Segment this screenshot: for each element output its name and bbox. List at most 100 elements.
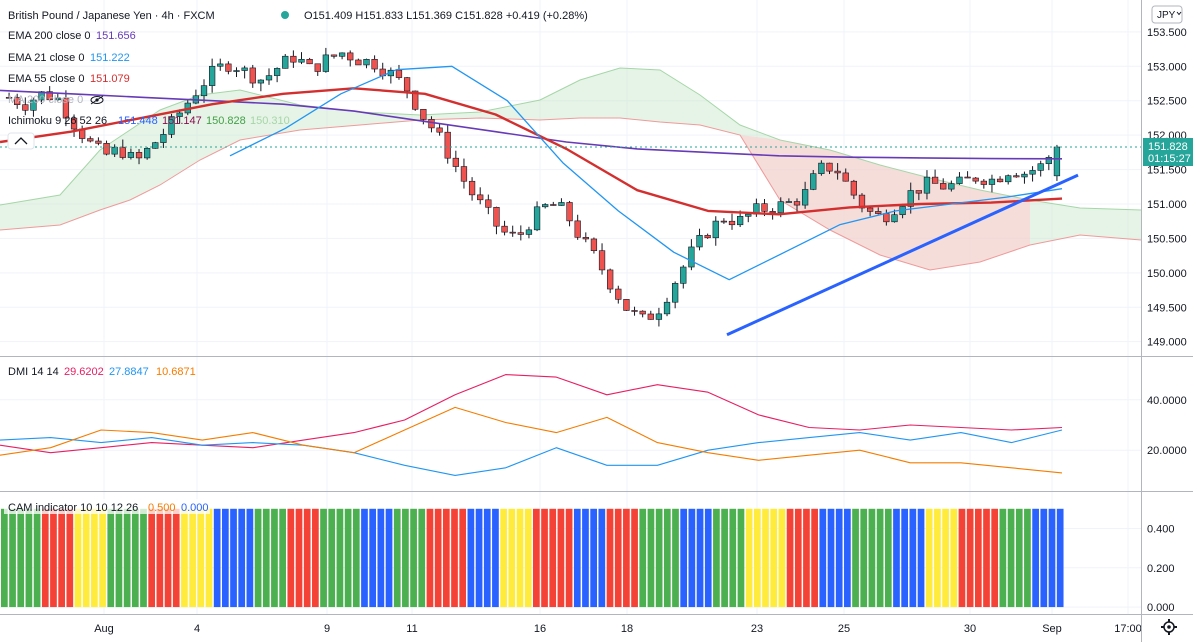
candle-body bbox=[30, 99, 37, 111]
candle-body bbox=[550, 204, 557, 206]
cam-bar bbox=[958, 508, 966, 608]
time-tick-label: 18 bbox=[621, 623, 633, 635]
candle-body bbox=[217, 63, 224, 67]
time-tick-label: 17:00 bbox=[1114, 623, 1142, 635]
candle-body bbox=[460, 166, 468, 182]
cam-bar bbox=[492, 508, 499, 608]
cam-bar bbox=[901, 508, 909, 608]
cam-bar bbox=[197, 508, 205, 608]
cam-bar bbox=[623, 508, 630, 608]
candle-body bbox=[1021, 173, 1028, 178]
candle-body bbox=[826, 162, 833, 172]
chevron-down-icon bbox=[1176, 11, 1182, 16]
cam-bar bbox=[385, 508, 393, 608]
candle-body bbox=[257, 79, 265, 84]
cam-bar bbox=[426, 508, 434, 608]
time-tick-label: 9 bbox=[324, 623, 330, 635]
dmi-tick-label: 20.0000 bbox=[1147, 445, 1187, 457]
candle-body bbox=[639, 310, 646, 315]
candle-body bbox=[371, 59, 378, 70]
ohlc-readout: O151.409 H151.833 L151.369 C151.828 +0.4… bbox=[304, 10, 588, 22]
candle-body bbox=[972, 177, 979, 182]
cam-bar bbox=[172, 508, 180, 608]
candle-body bbox=[1037, 163, 1044, 171]
cam-bar bbox=[974, 508, 982, 608]
candle-body bbox=[769, 211, 776, 214]
time-tick-label: 16 bbox=[534, 623, 546, 635]
cam-tick-label: 0.000 bbox=[1147, 602, 1175, 614]
candle-body bbox=[850, 180, 858, 196]
candle-body bbox=[62, 97, 70, 119]
candle-body bbox=[615, 288, 622, 300]
ema200-value: 151.656 bbox=[96, 30, 136, 42]
candle-body bbox=[298, 59, 305, 63]
cam-bar bbox=[91, 508, 98, 608]
candle-body bbox=[915, 190, 922, 194]
cam-bar bbox=[82, 508, 90, 608]
cam-bar bbox=[753, 508, 761, 608]
last-price-label: 151.828 01:15:27 bbox=[1143, 138, 1193, 166]
cam-bar bbox=[942, 508, 949, 608]
cam-bar bbox=[123, 508, 131, 608]
gear-icon[interactable] bbox=[1161, 619, 1177, 635]
candle-body bbox=[22, 104, 29, 111]
ema200-legend[interactable]: EMA 200 close 0 bbox=[8, 30, 91, 42]
candle-body bbox=[403, 77, 411, 92]
candle-body bbox=[785, 201, 793, 203]
cam-bar bbox=[467, 508, 475, 608]
candle-body bbox=[420, 108, 427, 120]
cam-bar bbox=[320, 508, 327, 608]
candle-body bbox=[964, 176, 971, 179]
cam-bar bbox=[361, 508, 368, 608]
ema55-legend[interactable]: EMA 55 close 0 bbox=[8, 73, 84, 85]
cam-bar bbox=[156, 508, 164, 608]
collapse-legend-button[interactable] bbox=[7, 132, 35, 150]
cam-bar bbox=[140, 508, 147, 608]
cam-bar bbox=[533, 508, 540, 608]
currency-label: JPY bbox=[1157, 10, 1176, 21]
cam-bar bbox=[713, 508, 720, 608]
cam-bar bbox=[876, 508, 884, 608]
candle-body bbox=[777, 201, 784, 214]
ema21-legend[interactable]: EMA 21 close 0 bbox=[8, 52, 84, 64]
cam-bar bbox=[459, 508, 467, 608]
candle-body bbox=[347, 52, 354, 61]
eye-hidden-icon[interactable] bbox=[90, 95, 104, 105]
cam-bar bbox=[794, 508, 802, 608]
candle-body bbox=[574, 220, 581, 238]
adx-value: 10.6871 bbox=[156, 366, 196, 378]
cam-bar bbox=[606, 508, 614, 608]
bar-countdown: 01:15:27 bbox=[1148, 153, 1191, 165]
cam-bar bbox=[991, 508, 999, 608]
dmi-legend: DMI 14 14 29.6202 27.8847 10.6871 bbox=[8, 366, 196, 378]
dmi-label[interactable]: DMI 14 14 bbox=[8, 366, 59, 378]
currency-button[interactable]: JPY bbox=[1151, 5, 1183, 24]
cam-bar bbox=[303, 508, 311, 608]
time-tick-label: Aug bbox=[94, 623, 114, 635]
candle-body bbox=[842, 172, 849, 182]
ema21-value: 151.222 bbox=[90, 52, 130, 64]
candle-body bbox=[485, 199, 492, 208]
ichimoku-legend[interactable]: Ichimoku 9 26 52 26 bbox=[8, 115, 107, 127]
cam-bar bbox=[107, 508, 115, 608]
candle-body bbox=[444, 131, 451, 159]
cam-bar bbox=[573, 508, 581, 608]
candle-body bbox=[891, 214, 898, 223]
candle-body bbox=[265, 75, 273, 81]
candle-body bbox=[996, 178, 1004, 183]
cam-label[interactable]: CAM indicator 10 10 12 26 bbox=[8, 502, 138, 514]
candle-body bbox=[501, 225, 508, 233]
ma200-legend[interactable]: MA 200 close 0 bbox=[8, 94, 83, 106]
cam-bar bbox=[614, 508, 622, 608]
candle-body bbox=[1005, 175, 1012, 183]
cam-bar bbox=[1040, 508, 1048, 608]
candle-body bbox=[931, 176, 939, 184]
candle-body bbox=[160, 134, 167, 143]
price-tick-label: 152.500 bbox=[1147, 96, 1187, 108]
candle-body bbox=[988, 178, 996, 185]
candle-body bbox=[607, 269, 614, 290]
candle-body bbox=[95, 140, 102, 144]
time-tick-label: 4 bbox=[194, 623, 200, 635]
candle-body bbox=[282, 55, 289, 69]
